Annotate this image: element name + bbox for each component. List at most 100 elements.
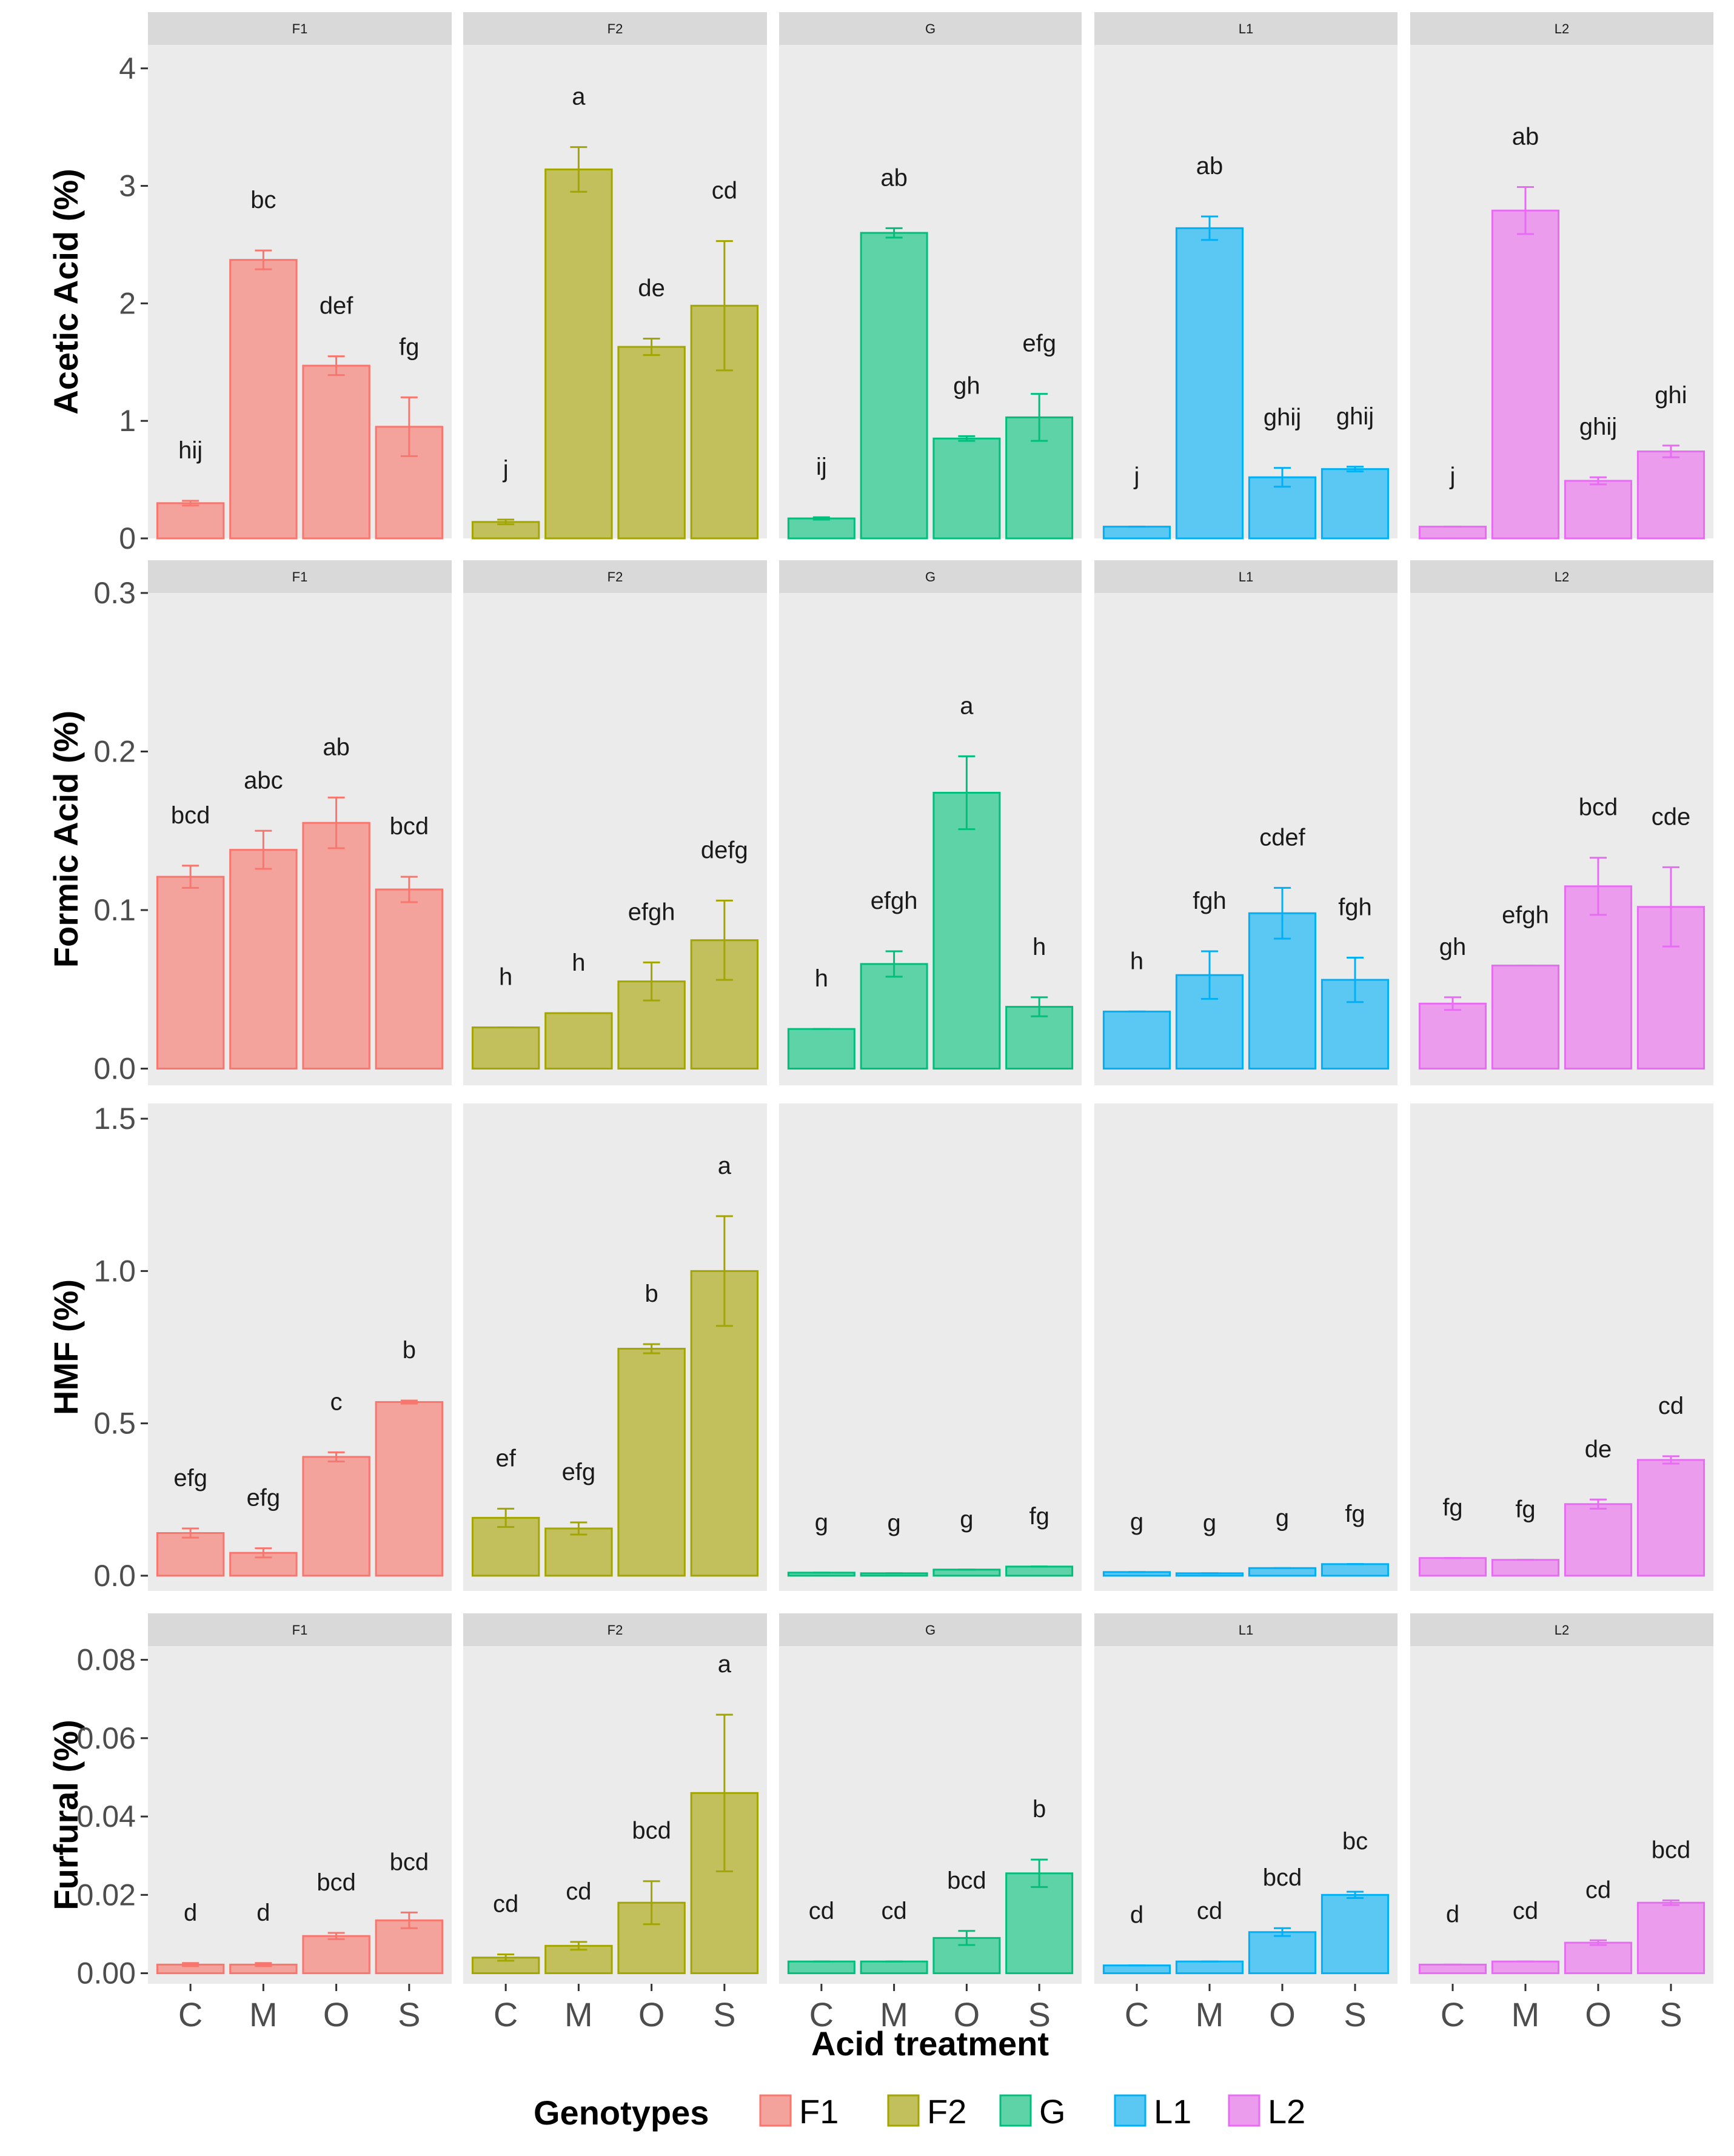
chart-row-2: Formic Acid (%) 0.0 0.1 0.2 0.3 F1 bcd abc ab bcd… bbox=[47, 560, 1713, 1086]
significance-label: bcd bbox=[1263, 1864, 1302, 1891]
bar-L1-O bbox=[1248, 1567, 1317, 1577]
bar-L2-S bbox=[1636, 1901, 1706, 1975]
bar-G-M bbox=[860, 232, 928, 540]
bar-F1-O bbox=[302, 1456, 370, 1577]
chart-row-1: Acetic Acid (%) 0 1 2 3 4 F1 hij bc def fg F2 j a de cd… bbox=[47, 12, 1713, 555]
error-bar bbox=[1347, 466, 1364, 473]
legend-key bbox=[759, 2094, 792, 2127]
panel-L1: L1 d cd bcd bc bbox=[1094, 1613, 1398, 1984]
legend-key bbox=[1228, 2094, 1260, 2127]
significance-label: b bbox=[403, 1337, 416, 1364]
facet-strip-label: G bbox=[925, 21, 936, 36]
significance-label: ab bbox=[880, 164, 908, 191]
error-bar bbox=[1031, 1858, 1048, 1888]
bar-L2-C bbox=[1418, 526, 1487, 540]
significance-label: g bbox=[1203, 1510, 1216, 1536]
bar-L1-S bbox=[1321, 468, 1390, 540]
error-bar bbox=[1590, 1939, 1607, 1946]
x-axis-tick-label: M bbox=[564, 1995, 593, 2034]
y-axis-tick-label: 0.06 bbox=[77, 1721, 136, 1755]
significance-label: j bbox=[1134, 463, 1140, 490]
significance-label: ghi bbox=[1655, 382, 1687, 409]
significance-label: fg bbox=[1515, 1496, 1535, 1523]
bar-G-M bbox=[860, 1960, 928, 1975]
bar-G-C bbox=[787, 1028, 855, 1070]
x-axis-tick-label: S bbox=[1659, 1995, 1682, 2034]
error-bar bbox=[1274, 1927, 1291, 1937]
facet-strip-label: F1 bbox=[292, 21, 308, 36]
error-bar bbox=[1662, 866, 1679, 948]
error-bar bbox=[1201, 215, 1218, 241]
bar-G-O bbox=[932, 437, 1001, 540]
error-bar bbox=[958, 435, 976, 442]
error-bar bbox=[1662, 1899, 1679, 1906]
x-axis-tick-label: M bbox=[249, 1995, 278, 2034]
error-bar bbox=[1347, 1890, 1364, 1899]
legend-label: L2 bbox=[1268, 2092, 1305, 2131]
significance-label: d bbox=[1446, 1901, 1459, 1927]
error-bar bbox=[1274, 886, 1291, 940]
y-axis-tick-label: 0.5 bbox=[93, 1407, 136, 1441]
error-bar bbox=[327, 1451, 345, 1462]
error-bar bbox=[643, 1343, 660, 1354]
bar-L1-M bbox=[1175, 227, 1244, 540]
y-axis-tick-label: 1.5 bbox=[93, 1102, 136, 1136]
error-bar bbox=[255, 1547, 272, 1559]
facet-strip-label: L1 bbox=[1239, 569, 1253, 584]
panel-background bbox=[1094, 1103, 1398, 1591]
significance-label: cde bbox=[1652, 803, 1691, 830]
panel-background bbox=[779, 1103, 1082, 1591]
x-axis-tick-label: M bbox=[1511, 1995, 1540, 2034]
panel-L2: L2 d cd cd bcd bbox=[1410, 1613, 1713, 1984]
legend-title: Genotypes bbox=[534, 2094, 709, 2132]
error-bar bbox=[958, 755, 976, 831]
significance-label: g bbox=[960, 1506, 973, 1533]
facet-strip bbox=[148, 1613, 452, 1646]
facet-strip bbox=[463, 1613, 767, 1646]
y-axis-tick-label: 0.0 bbox=[93, 1052, 136, 1086]
bar-G-C bbox=[787, 517, 855, 540]
significance-label: a bbox=[718, 1153, 732, 1179]
bar-L1-C bbox=[1102, 1964, 1171, 1975]
bar-F2-O bbox=[617, 346, 686, 540]
panel-F2: F2 h h efgh defg bbox=[463, 560, 767, 1085]
error-bar bbox=[182, 865, 199, 889]
error-bar bbox=[1031, 996, 1048, 1017]
bar-F1-M bbox=[229, 849, 298, 1070]
significance-label: c bbox=[330, 1388, 343, 1415]
significance-label: bcd bbox=[390, 813, 429, 840]
panel-G: Gij ab gh efg bbox=[779, 12, 1082, 540]
error-bar bbox=[400, 1399, 418, 1405]
x-axis-tick-label: O bbox=[1585, 1995, 1612, 2034]
significance-label: g bbox=[1130, 1508, 1143, 1535]
significance-label: bc bbox=[250, 187, 276, 213]
significance-label: d bbox=[1130, 1902, 1143, 1929]
significance-label: bcd bbox=[1652, 1836, 1691, 1863]
error-bar bbox=[885, 227, 903, 239]
significance-label: efg bbox=[562, 1459, 596, 1485]
facet-strip-label: G bbox=[925, 569, 936, 584]
x-axis-tick-label: M bbox=[1196, 1995, 1224, 2034]
significance-label: fg bbox=[1345, 1501, 1365, 1527]
x-axis-tick-label: S bbox=[713, 1995, 735, 2034]
significance-label: a bbox=[572, 84, 586, 110]
error-bar bbox=[885, 950, 903, 978]
error-bar bbox=[643, 1880, 660, 1926]
error-bar bbox=[958, 1930, 976, 1946]
error-bar bbox=[715, 240, 733, 372]
facet-strip bbox=[1410, 560, 1713, 593]
y-axis-tick-label: 0.00 bbox=[77, 1957, 136, 1990]
bar-L1-C bbox=[1102, 526, 1171, 540]
y-axis-title: Acetic Acid (%) bbox=[47, 169, 85, 415]
significance-label: g bbox=[815, 1509, 828, 1536]
significance-label: ghij bbox=[1336, 403, 1374, 430]
facet-strip bbox=[463, 560, 767, 593]
error-bar bbox=[1590, 1498, 1607, 1510]
error-bar bbox=[715, 1713, 733, 1873]
facet-strip bbox=[779, 12, 1082, 45]
x-axis-tick-label: C bbox=[809, 1995, 834, 2034]
legend-items: F1 F2 G L1 L2 bbox=[759, 2092, 1305, 2131]
bar-F1-S bbox=[375, 1401, 444, 1577]
